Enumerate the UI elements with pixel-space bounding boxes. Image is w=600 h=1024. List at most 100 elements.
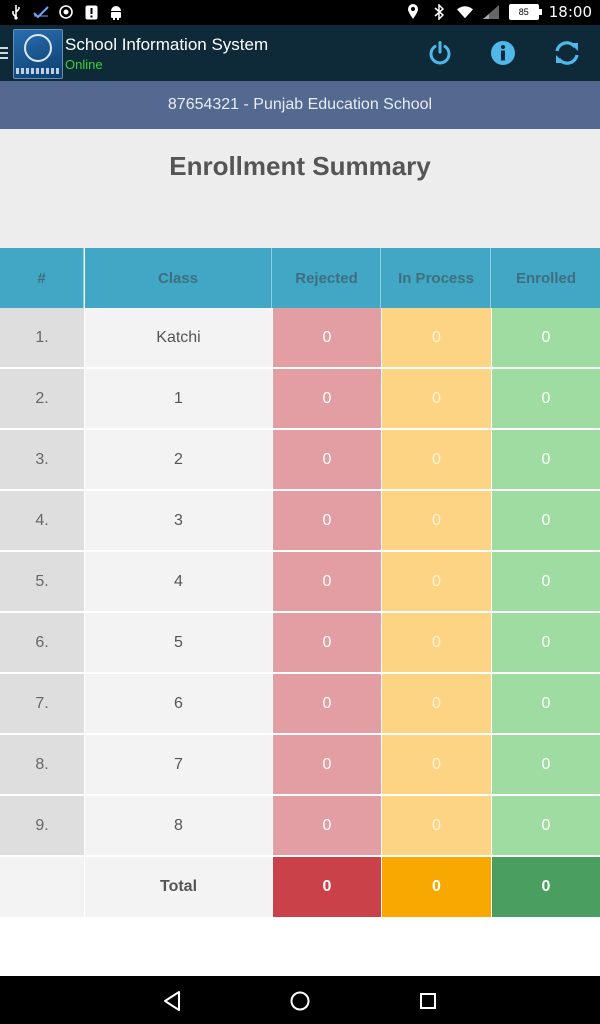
total-row: Total 0 0 0 [0, 857, 600, 917]
check-icon [33, 4, 49, 20]
usb-icon [8, 4, 24, 20]
app-bar: School Information System Online [0, 25, 600, 81]
row-rejected: 0 [273, 796, 381, 856]
back-icon [164, 991, 180, 1011]
row-class: 2 [84, 430, 272, 490]
row-enrolled: 0 [492, 674, 600, 734]
row-enrolled: 0 [492, 613, 600, 673]
recents-icon [420, 993, 436, 1009]
row-enrolled: 0 [492, 735, 600, 795]
location-icon [405, 4, 421, 20]
total-enrolled: 0 [492, 857, 600, 917]
row-rejected: 0 [273, 308, 381, 368]
row-enrolled: 0 [492, 491, 600, 551]
info-button[interactable] [487, 37, 519, 69]
header-rejected: Rejected [273, 248, 381, 308]
row-class: 8 [84, 796, 272, 856]
emblem-icon [24, 34, 52, 62]
row-num: 7. [0, 674, 84, 734]
power-icon [429, 41, 451, 65]
bluetooth-icon [431, 4, 447, 20]
row-class: 5 [84, 613, 272, 673]
recents-button[interactable] [415, 988, 441, 1014]
connection-status: Online [65, 57, 103, 72]
row-in-process: 0 [382, 674, 491, 734]
battery-icon: 85 [508, 4, 542, 20]
table-row[interactable]: 3. 2 0 0 0 [0, 430, 600, 490]
row-in-process: 0 [382, 430, 491, 490]
row-enrolled: 0 [492, 308, 600, 368]
app-logo[interactable] [13, 29, 63, 79]
table-row[interactable]: 4. 3 0 0 0 [0, 491, 600, 551]
row-class: 3 [84, 491, 272, 551]
row-rejected: 0 [273, 674, 381, 734]
row-num: 1. [0, 308, 84, 368]
header-in-process: In Process [382, 248, 491, 308]
school-name: 87654321 - Punjab Education School [167, 96, 433, 113]
row-num: 9. [0, 796, 84, 856]
table-row[interactable]: 6. 5 0 0 0 [0, 613, 600, 673]
row-in-process: 0 [382, 308, 491, 368]
page-title: Enrollment Summary [169, 151, 431, 181]
table-row[interactable]: 2. 1 0 0 0 [0, 369, 600, 429]
total-rejected: 0 [273, 857, 381, 917]
row-enrolled: 0 [492, 796, 600, 856]
row-rejected: 0 [273, 491, 381, 551]
row-in-process: 0 [382, 796, 491, 856]
row-enrolled: 0 [492, 369, 600, 429]
shield-icon [58, 4, 74, 20]
row-num: 2. [0, 369, 84, 429]
row-in-process: 0 [382, 613, 491, 673]
wifi-icon [456, 4, 473, 20]
table-row[interactable]: 9. 8 0 0 0 [0, 796, 600, 856]
signal-icon [482, 4, 499, 20]
row-class: Katchi [84, 308, 272, 368]
total-in-process: 0 [382, 857, 491, 917]
row-class: 7 [84, 735, 272, 795]
refresh-button[interactable] [551, 37, 583, 69]
header-enrolled: Enrolled [515, 269, 576, 287]
row-num: 6. [0, 613, 84, 673]
table-row[interactable]: 5. 4 0 0 0 [0, 552, 600, 612]
row-enrolled: 0 [492, 430, 600, 490]
power-button[interactable] [424, 37, 456, 69]
total-label: Total [84, 857, 272, 917]
back-button[interactable] [159, 988, 185, 1014]
row-in-process: 0 [382, 552, 491, 612]
home-button[interactable] [287, 988, 313, 1014]
row-in-process: 0 [382, 735, 491, 795]
header-num: # [0, 248, 84, 308]
row-rejected: 0 [273, 613, 381, 673]
school-banner: 87654321 - Punjab Education School [0, 81, 600, 129]
table-row[interactable]: 1. Katchi 0 0 0 [0, 308, 600, 368]
row-rejected: 0 [273, 369, 381, 429]
row-num: 5. [0, 552, 84, 612]
total-num [0, 857, 84, 917]
table-header: # Class Rejected In Process Enrolled [0, 248, 600, 308]
row-rejected: 0 [273, 735, 381, 795]
drawer-menu-icon[interactable] [0, 47, 8, 62]
row-in-process: 0 [382, 491, 491, 551]
table-row[interactable]: 8. 7 0 0 0 [0, 735, 600, 795]
clock: 18:00 [548, 3, 592, 21]
row-class: 1 [84, 369, 272, 429]
refresh-icon [555, 41, 579, 65]
battery-level: 85 [518, 7, 529, 17]
row-num: 3. [0, 430, 84, 490]
row-num: 8. [0, 735, 84, 795]
row-num: 4. [0, 491, 84, 551]
status-bar: 85 18:00 [0, 0, 600, 25]
status-right-icons: 85 18:00 [405, 3, 592, 21]
row-rejected: 0 [273, 552, 381, 612]
android-icon [108, 4, 124, 20]
home-icon [290, 991, 310, 1011]
notification-icon [83, 4, 99, 20]
row-rejected: 0 [273, 430, 381, 490]
row-class: 4 [84, 552, 272, 612]
status-left-icons [8, 4, 124, 20]
system-nav-bar [0, 976, 600, 1024]
row-class: 6 [84, 674, 272, 734]
row-enrolled: 0 [492, 552, 600, 612]
table-row[interactable]: 7. 6 0 0 0 [0, 674, 600, 734]
info-icon [491, 41, 515, 65]
